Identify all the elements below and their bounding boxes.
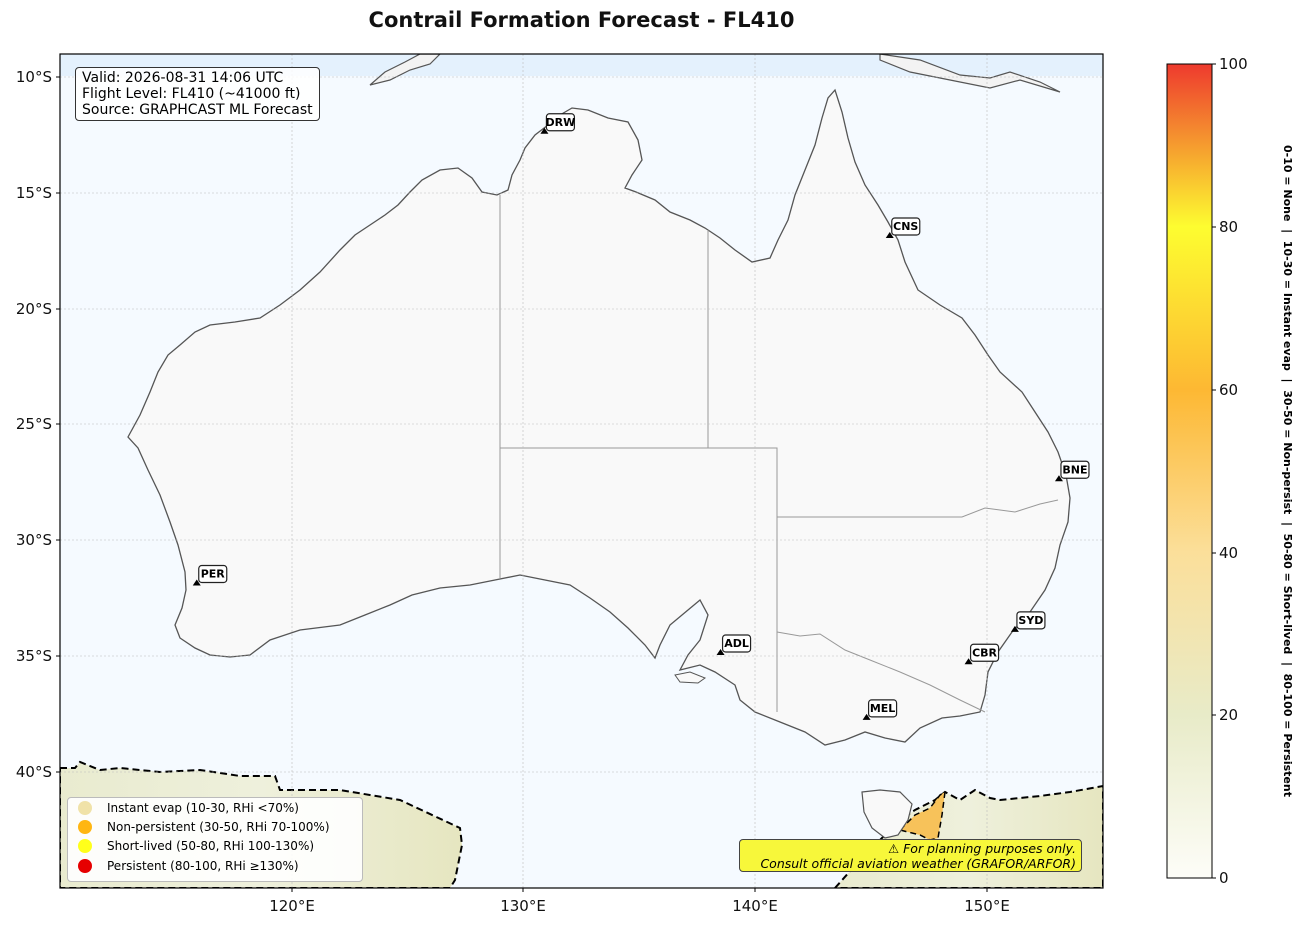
colorbar-tick: 100 — [1219, 55, 1248, 73]
disclaimer-line: ⚠ For planning purposes only. — [888, 841, 1076, 856]
legend-marker — [78, 820, 92, 834]
legend-label: Non-persistent (30-50, RHi 70-100%) — [107, 820, 330, 834]
airport-cns[interactable]: CNS — [885, 217, 921, 239]
legend-item: Instant evap (10-30, RHi <70%) — [78, 801, 299, 815]
legend-label: Persistent (80-100, RHi ≥130%) — [107, 859, 299, 873]
airport-code: PER — [201, 568, 226, 581]
lon-tick-labels: 120°E 130°E 140°E 150°E — [269, 888, 1010, 915]
lat-tick: 40°S — [16, 763, 52, 781]
colorbar-tick: 60 — [1219, 381, 1238, 399]
new-guinea-coast — [879, 54, 1061, 93]
colorbar-tick: 40 — [1219, 544, 1238, 562]
airport-code: SYD — [1018, 614, 1043, 627]
colorbar-label: 0-10 = None | 10-30 = Instant evap | 30-… — [1281, 145, 1294, 797]
legend-label: Short-lived (50-80, RHi 100-130%) — [107, 839, 315, 853]
forecast-info-box: Valid: 2026-08-31 14:06 UTC Flight Level… — [75, 67, 320, 121]
airport-syd[interactable]: SYD — [1010, 611, 1046, 632]
airport-bne[interactable]: BNE — [1054, 460, 1090, 482]
legend-marker — [78, 801, 92, 815]
kangaroo-island — [674, 671, 707, 684]
tasmania — [861, 789, 913, 839]
australia-mainland — [127, 88, 1071, 746]
legend-label: Instant evap (10-30, RHi <70%) — [107, 801, 299, 815]
airport-label-box — [721, 634, 752, 653]
lat-tick: 25°S — [16, 415, 52, 433]
north-ocean-band — [60, 54, 1103, 76]
disclaimer-box: ⚠ For planning purposes only. Consult of… — [739, 839, 1082, 872]
lat-tick: 20°S — [16, 300, 52, 318]
airport-adl[interactable]: ADL — [716, 634, 752, 656]
lon-tick: 140°E — [732, 897, 778, 915]
airport-marker-icon — [192, 579, 201, 586]
airport-code: ADL — [724, 637, 749, 650]
airport-per[interactable]: PER — [192, 564, 228, 586]
forecast-source: Source: GRAPHCAST ML Forecast — [82, 102, 313, 118]
airport-marker-icon — [540, 127, 549, 134]
airport-code: BNE — [1062, 463, 1087, 476]
airport-code: CNS — [893, 220, 918, 233]
flight-level: Flight Level: FL410 (~41000 ft) — [82, 86, 301, 102]
colorbar-tick: 0 — [1219, 869, 1229, 887]
legend-item: Short-lived (50-80, RHi 100-130%) — [78, 839, 314, 853]
map-frame — [59, 53, 1104, 889]
lon-tick: 150°E — [964, 897, 1010, 915]
state-borders — [499, 195, 1059, 713]
airport-marker-icon — [862, 713, 871, 720]
legend-marker — [78, 859, 92, 873]
lon-tick: 120°E — [269, 897, 315, 915]
airport-marker-icon — [1010, 625, 1019, 632]
airport-marker-icon — [964, 658, 973, 665]
colorbar-tick: 80 — [1219, 218, 1238, 236]
legend: Instant evap (10-30, RHi <70%) Non-persi… — [67, 797, 363, 882]
lat-tick: 30°S — [16, 531, 52, 549]
airport-mel[interactable]: MEL — [862, 699, 898, 720]
airport-code: CBR — [972, 646, 997, 659]
map-title: Contrail Formation Forecast - FL410 — [368, 8, 795, 32]
airport-label-box — [969, 643, 1000, 662]
airport-code: DRW — [546, 116, 576, 129]
lat-tick: 15°S — [16, 184, 52, 202]
airport-label-box — [198, 564, 228, 584]
lat-tick: 35°S — [16, 647, 52, 665]
colorbar — [1166, 63, 1213, 879]
airport-drw[interactable]: DRW — [540, 113, 576, 134]
legend-item: Non-persistent (30-50, RHi 70-100%) — [78, 820, 330, 834]
airport-label-box — [867, 699, 898, 718]
legend-item: Persistent (80-100, RHi ≥130%) — [78, 859, 299, 873]
colorbar-ticks: 0 20 40 60 80 100 — [1212, 55, 1248, 887]
airport-label-box — [1016, 611, 1046, 630]
timor-coast — [369, 54, 441, 86]
disclaimer-line: Consult official aviation weather (GRAFO… — [760, 856, 1076, 871]
airport-marker-icon — [1054, 475, 1063, 482]
airport-label-box — [1060, 460, 1090, 479]
legend-marker — [78, 839, 92, 853]
airport-label-box — [891, 217, 921, 236]
airport-markers: DRW CNS BNE PER ADL SYD CBR MEL — [192, 113, 1090, 720]
airport-code: MEL — [870, 702, 895, 715]
airport-label-box — [545, 113, 576, 132]
lat-tick-labels: 10°S 15°S 20°S 25°S 30°S 35°S 40°S — [16, 68, 60, 781]
contrail-nonpersistent-patch — [898, 790, 946, 841]
airport-cbr[interactable]: CBR — [964, 643, 1000, 665]
airport-marker-icon — [885, 232, 894, 239]
lat-tick: 10°S — [16, 68, 52, 86]
valid-time: Valid: 2026-08-31 14:06 UTC — [82, 70, 284, 86]
colorbar-tick: 20 — [1219, 706, 1238, 724]
airport-marker-icon — [716, 649, 725, 656]
lon-tick: 130°E — [500, 897, 546, 915]
